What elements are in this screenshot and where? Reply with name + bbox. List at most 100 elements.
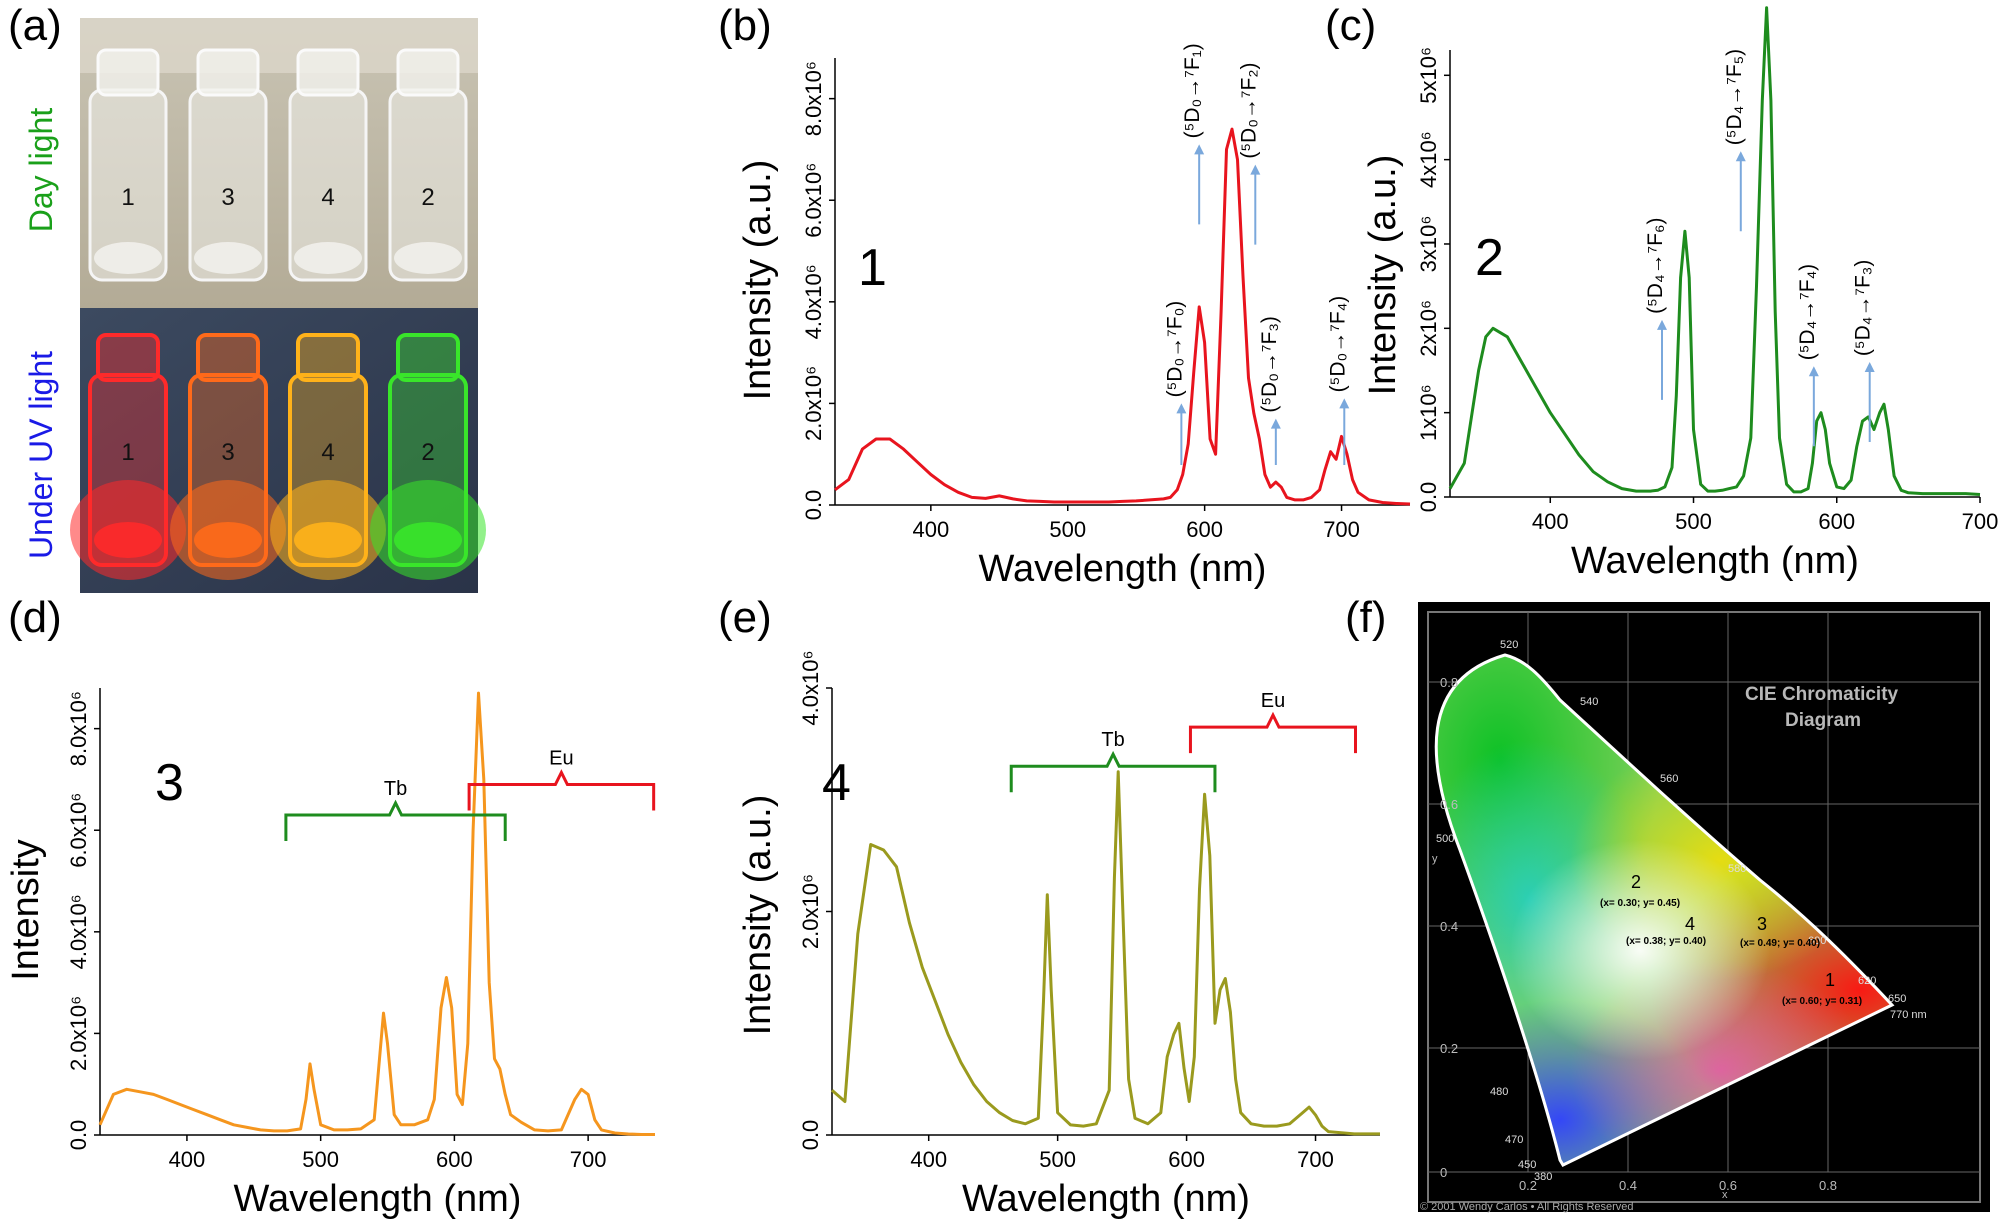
cie-wavelength-label: 620 <box>1858 975 1876 987</box>
cie-wavelength-label: 450 <box>1518 1159 1536 1171</box>
element-bracket <box>467 769 656 811</box>
uv-vial-body <box>388 373 468 567</box>
uv-vial-neck <box>96 333 160 382</box>
transition-label: (⁵D₀→⁷F₃) <box>1258 316 1281 413</box>
x-axis-label: Wavelength (nm) <box>979 548 1267 590</box>
x-axis-label: Wavelength (nm) <box>1571 540 1859 582</box>
element-bracket <box>1188 711 1357 754</box>
uv-vial-number: 3 <box>221 439 234 466</box>
uv-vial-base <box>94 522 162 558</box>
cie-point-label: 4 <box>1685 914 1695 934</box>
transition-label: (⁵D₀→⁷F₂) <box>1237 63 1260 159</box>
uv-vial-base <box>294 522 362 558</box>
cie-wavelength-label: 560 <box>1660 773 1678 785</box>
element-bracket <box>1009 750 1217 793</box>
element-bracket-label: Tb <box>384 778 407 800</box>
y-tick-label: 5x10⁶ <box>1416 47 1441 104</box>
uv-vial-base <box>394 522 462 558</box>
uv-vial-number: 1 <box>121 439 134 466</box>
transition-arrowhead <box>1194 144 1205 155</box>
day-vial-number: 1 <box>121 184 134 211</box>
panel-label-f: (f) <box>1345 593 1387 642</box>
sample-label: 1 <box>858 239 887 297</box>
sample-label: 2 <box>1475 229 1504 287</box>
day-vial-number: 2 <box>421 184 434 211</box>
daylight-vials: 1 3 4 2 <box>88 48 468 282</box>
x-tick-label: 600 <box>1186 517 1223 542</box>
y-axis-label: Intensity (a.u.) <box>737 795 779 1036</box>
element-bracket-label: Tb <box>1101 729 1124 751</box>
y-axis-label: Intensity <box>5 839 47 981</box>
x-tick-label: 500 <box>1675 509 1712 534</box>
sample-label: 3 <box>155 754 184 812</box>
transition-label: (⁵D₄→⁷F₅) <box>1723 49 1746 145</box>
transition-label: (⁵D₀→⁷F₄) <box>1326 296 1349 393</box>
element-bracket <box>284 799 507 841</box>
cie-x-tick: 0.4 <box>1619 1178 1637 1193</box>
cie-y-tick: 0.6 <box>1440 797 1458 812</box>
y-tick-label: 0.0 <box>801 490 826 521</box>
y-tick-label: 2.0x10⁶ <box>798 874 823 949</box>
x-tick-label: 600 <box>1818 509 1855 534</box>
panel-label-a: (a) <box>8 1 62 50</box>
cie-y-axis-label: y <box>1432 853 1438 865</box>
spectrum-line <box>831 770 1380 1136</box>
element-bracket-label: Eu <box>549 748 573 770</box>
transition-arrowhead <box>1176 403 1187 414</box>
cie-point-coord: (x= 0.49; y= 0.40) <box>1740 938 1820 949</box>
chart-panel-e: (e) 400 500 600 700 0.0 2.0x10⁶ 4.0x10⁶ Wavelen… <box>718 593 1380 1220</box>
cie-title-line2: Diagram <box>1785 710 1861 731</box>
photo-panel: (a) 1 3 4 2 1 3 4 2 Day light Under UV light <box>8 1 486 593</box>
x-tick-label: 700 <box>1962 509 1999 534</box>
panel-label-d: (d) <box>8 593 62 642</box>
uv-light-label: Under UV light <box>23 351 59 559</box>
y-tick-label: 2.0x10⁶ <box>66 996 91 1071</box>
y-tick-label: 0.0 <box>798 1120 823 1151</box>
cie-copyright: © 2001 Wendy Carlos • All Rights Reserve… <box>1420 1201 1634 1213</box>
cie-point-coord: (x= 0.38; y= 0.40) <box>1626 936 1706 947</box>
transition-arrowhead <box>1270 418 1281 429</box>
x-tick-label: 600 <box>436 1147 473 1172</box>
y-tick-label: 4.0x10⁶ <box>801 264 826 339</box>
cie-wavelength-label: 600 <box>1808 935 1826 947</box>
y-tick-label: 3x10⁶ <box>1416 216 1441 273</box>
cie-y-tick: 0.4 <box>1440 919 1458 934</box>
transition-label: (⁵D₄→⁷F₄) <box>1796 264 1819 360</box>
x-tick-label: 700 <box>1297 1147 1334 1172</box>
uv-vial-neck <box>196 333 260 382</box>
panel-label-c: (c) <box>1325 1 1376 50</box>
transition-arrowhead <box>1339 398 1350 409</box>
y-axis-label: Intensity (a.u.) <box>737 160 779 401</box>
transition-label: (⁵D₀→⁷F₀) <box>1163 301 1186 398</box>
day-vial-base <box>394 242 462 274</box>
cie-x-tick: 0.6 <box>1719 1178 1737 1193</box>
x-tick-label: 400 <box>169 1147 206 1172</box>
cie-spectral-locus <box>1434 653 1895 1167</box>
cie-point-coord: (x= 0.30; y= 0.45) <box>1600 898 1680 909</box>
transition-arrowhead <box>1657 319 1667 330</box>
day-vial-neck <box>96 48 160 97</box>
x-tick-label: 500 <box>1049 517 1086 542</box>
spectrum-line <box>98 691 655 1136</box>
cie-point-label: 3 <box>1757 914 1767 934</box>
day-vial-base <box>294 242 362 274</box>
cie-x-tick: 0.8 <box>1819 1178 1837 1193</box>
y-tick-label: 4x10⁶ <box>1416 131 1441 188</box>
cie-border <box>1427 611 1981 1203</box>
cie-points: 2 (x= 0.30; y= 0.45) 4 (x= 0.38; y= 0.40) 3 (… <box>1600 872 1862 1007</box>
cie-wavelength-label: 770 nm <box>1890 1009 1927 1021</box>
cie-x-axis-label: x <box>1722 1189 1728 1201</box>
cie-title-line1: CIE Chromaticity <box>1745 684 1899 705</box>
transition-arrowhead <box>1735 151 1746 162</box>
day-light-label: Day light <box>23 108 59 233</box>
cie-wavelength-label: 470 <box>1505 1134 1523 1146</box>
sample-label: 4 <box>822 754 851 812</box>
cie-wavelength-label: 380 <box>1534 1171 1552 1183</box>
x-axis-label: Wavelength (nm) <box>234 1178 522 1220</box>
chart-panel-d: (d) 400 500 600 700 0.0 2.0x10⁶ 4.0x10⁶ 6.0x10⁶… <box>5 593 656 1220</box>
y-tick-label: 6.0x10⁶ <box>801 163 826 238</box>
transition-arrowhead <box>1808 366 1819 377</box>
y-tick-label: 4.0x10⁶ <box>66 894 91 969</box>
